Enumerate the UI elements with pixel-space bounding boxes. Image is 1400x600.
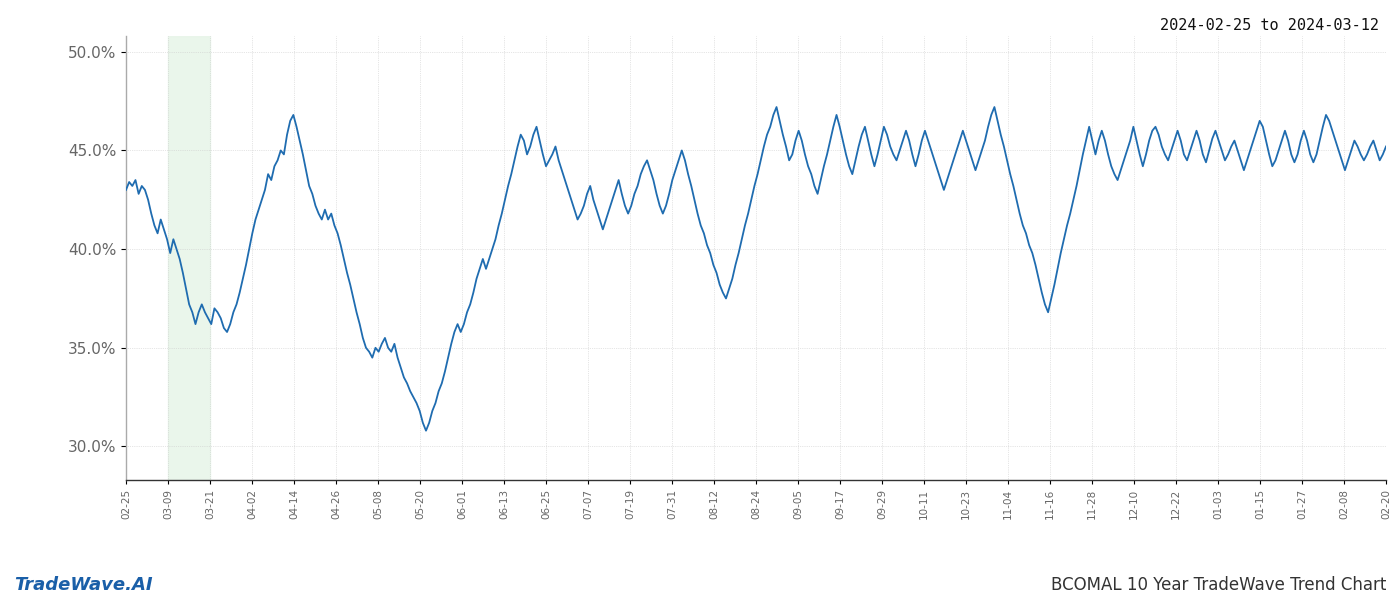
- Text: 2024-02-25 to 2024-03-12: 2024-02-25 to 2024-03-12: [1161, 18, 1379, 33]
- Text: TradeWave.AI: TradeWave.AI: [14, 576, 153, 594]
- Text: BCOMAL 10 Year TradeWave Trend Chart: BCOMAL 10 Year TradeWave Trend Chart: [1050, 576, 1386, 594]
- Bar: [168, 36, 210, 480]
